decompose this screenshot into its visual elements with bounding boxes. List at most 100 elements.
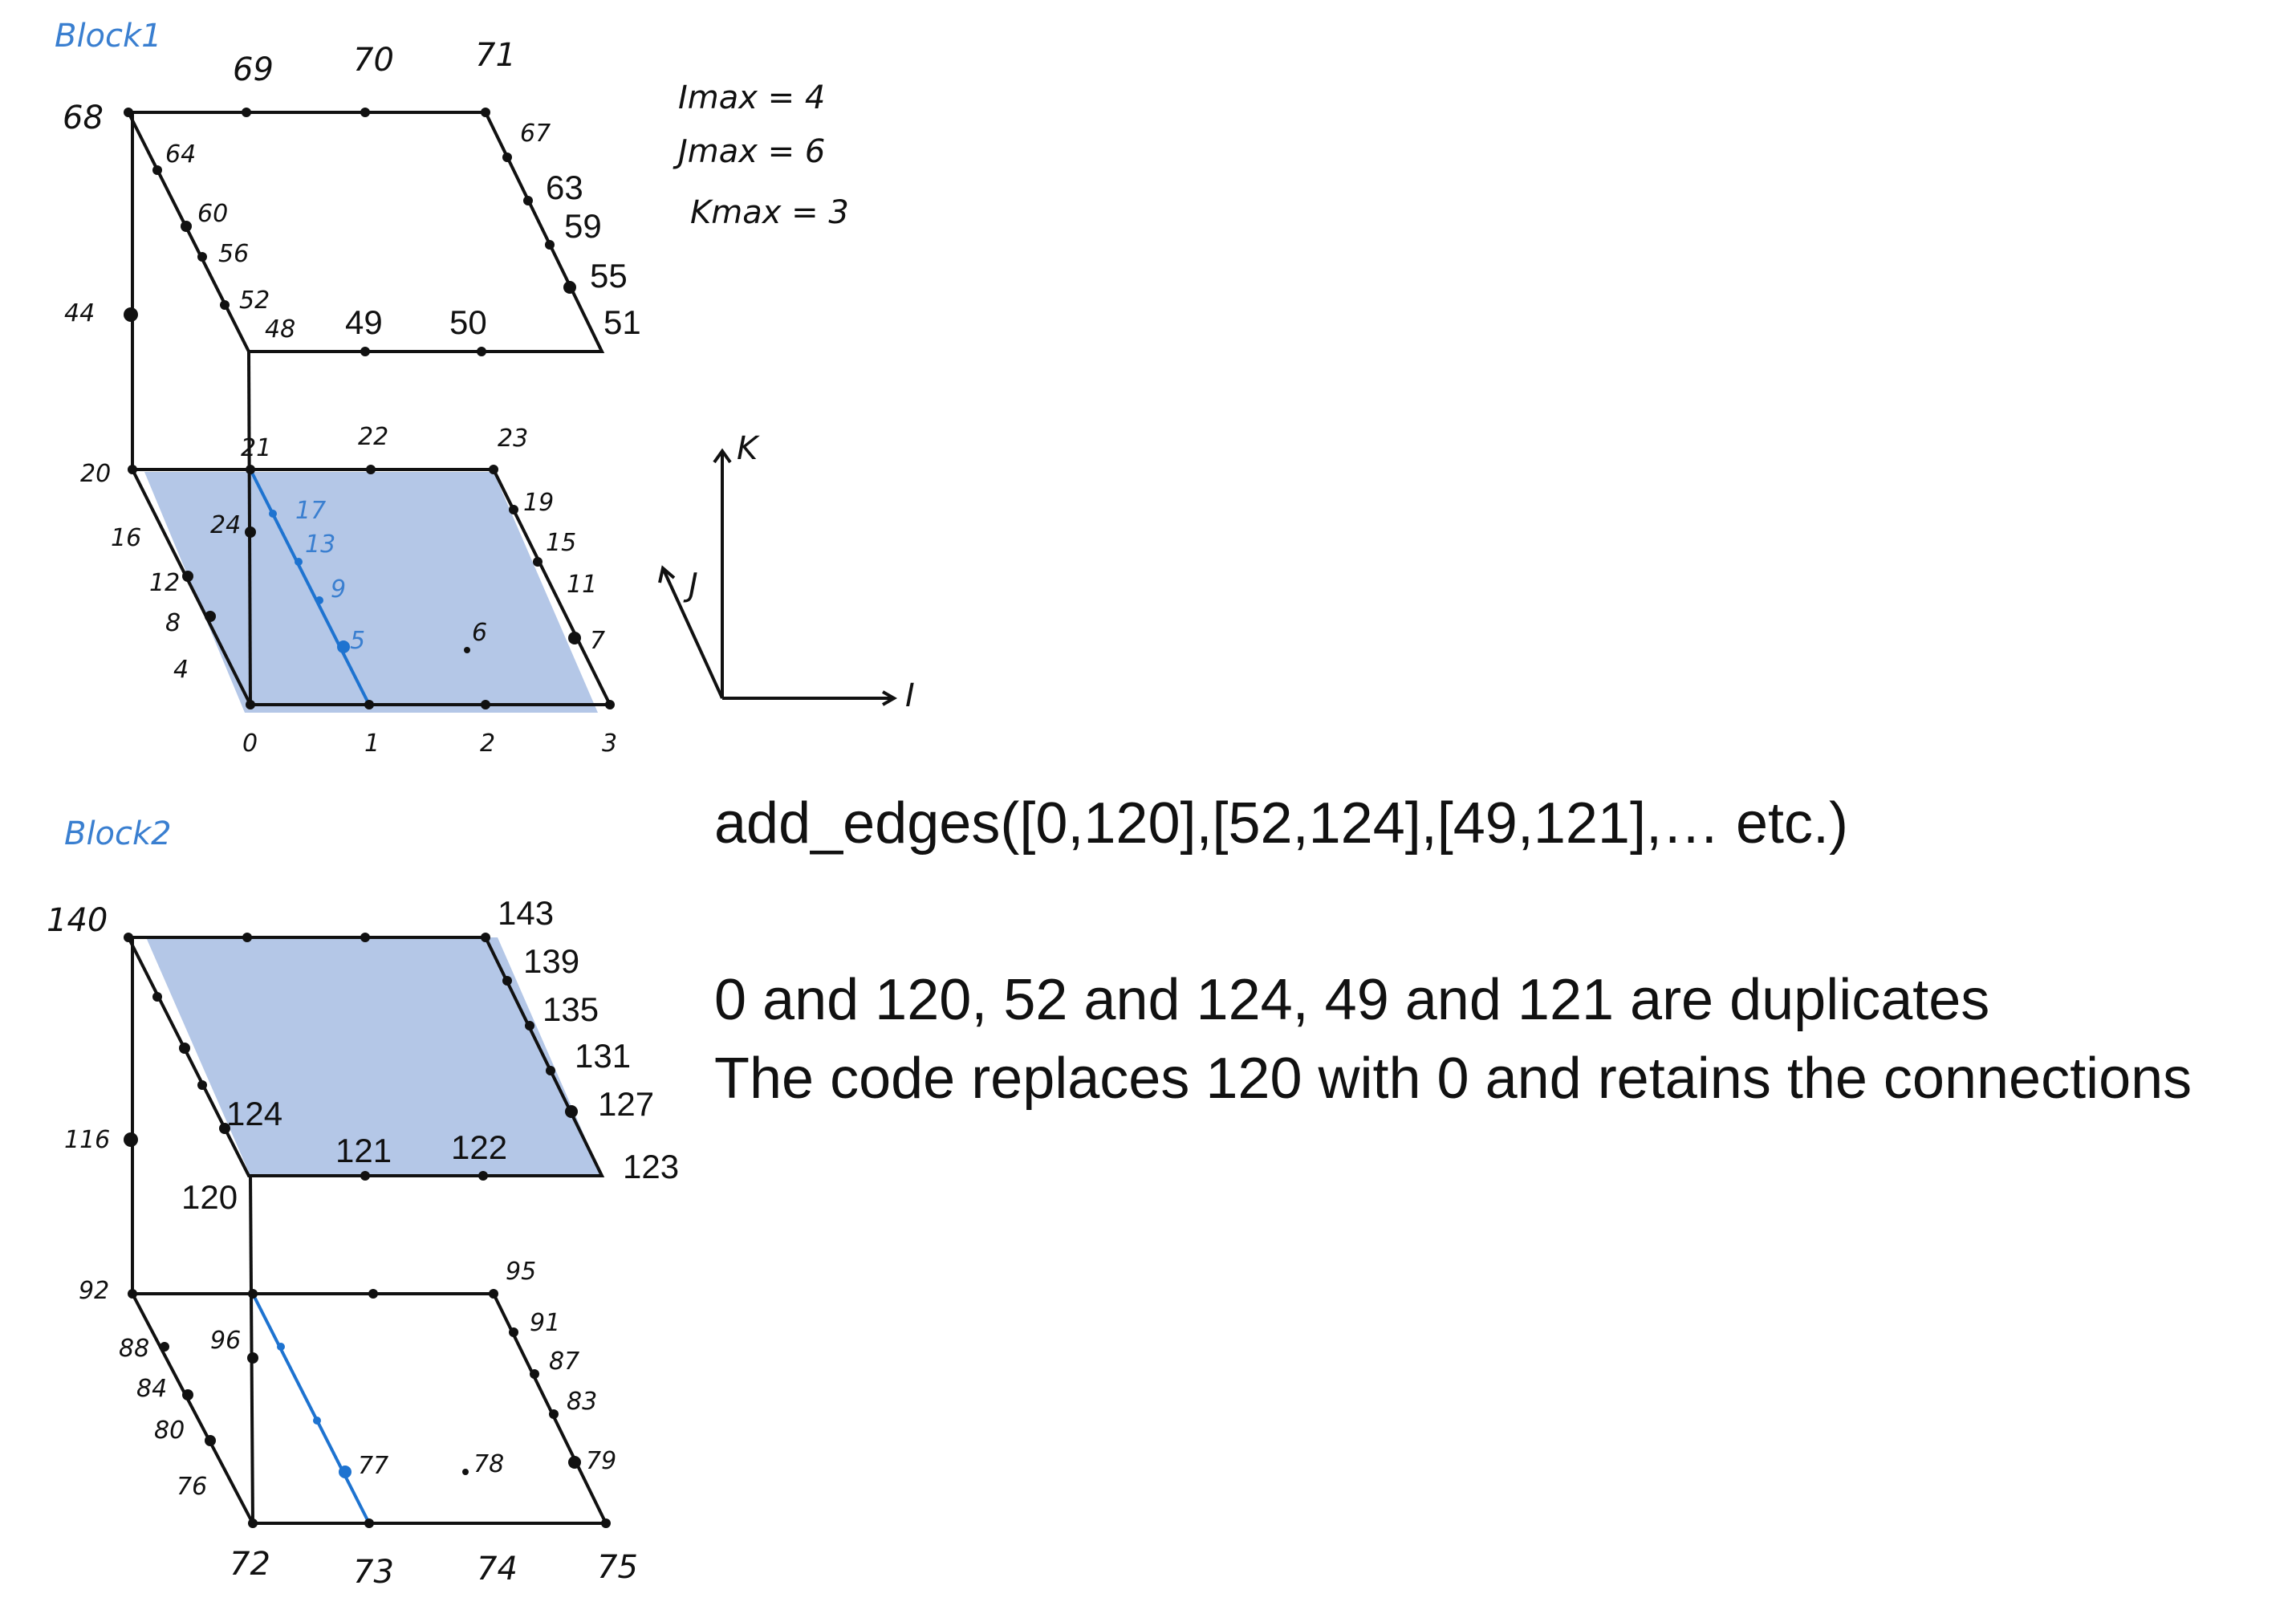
node-label: 131 (575, 1037, 631, 1075)
node (197, 252, 207, 262)
j-axis-line (661, 567, 724, 699)
node (360, 1171, 370, 1181)
node (197, 1080, 207, 1090)
k-axis-arrowhead (713, 448, 732, 464)
node (128, 1289, 137, 1299)
node-label: 0 (242, 730, 258, 758)
node (277, 1343, 285, 1351)
node-label: 44 (64, 299, 95, 327)
node (182, 1389, 193, 1400)
node-label: 78 (473, 1450, 504, 1478)
node-label: 88 (119, 1335, 149, 1363)
node-label: 24 (210, 511, 241, 539)
node (477, 347, 486, 356)
node (563, 281, 576, 294)
node (269, 510, 277, 518)
node (364, 700, 374, 709)
dimension-notes: Imax = 4 Jmax = 6 Kmax = 3 (673, 79, 849, 231)
node-label: 83 (567, 1388, 597, 1416)
node-label: 135 (543, 990, 599, 1028)
node (360, 933, 370, 942)
node (360, 108, 370, 117)
block2-vertical-front (249, 1175, 254, 1524)
node-label: 91 (530, 1309, 560, 1337)
node (242, 933, 252, 942)
node-label: 48 (265, 315, 295, 344)
node-label: 121 (335, 1132, 392, 1169)
node (546, 1066, 555, 1075)
node (502, 152, 512, 162)
block2-top-face-shade (146, 937, 602, 1176)
node-label: 122 (451, 1128, 507, 1166)
node (182, 571, 193, 582)
node-label: 84 (136, 1375, 167, 1403)
j-axis-label: J (683, 567, 698, 604)
node (601, 1518, 611, 1528)
node-label: 23 (498, 425, 528, 453)
node-label: 73 (353, 1554, 394, 1591)
node (509, 505, 518, 514)
node (295, 558, 303, 566)
node (339, 1465, 352, 1478)
node (462, 1469, 469, 1475)
node (205, 611, 216, 622)
node-label: 12 (149, 569, 180, 597)
node (605, 700, 615, 709)
node-label: 143 (498, 894, 554, 932)
node-label: 70 (353, 42, 394, 79)
node (160, 1342, 169, 1352)
node-label: 4 (173, 656, 189, 684)
add-edges-code: add_edges([0,120],[52,124],[49,121],… et… (714, 791, 1848, 856)
block2-nodes (124, 933, 611, 1528)
node-label: 96 (210, 1327, 241, 1355)
node (364, 1518, 374, 1528)
node-label: 16 (111, 524, 141, 552)
node-label: 72 (230, 1546, 270, 1583)
node (246, 465, 255, 474)
block2-title: Block2 (64, 815, 172, 852)
replace-note: The code replaces 120 with 0 and retains… (714, 1047, 2192, 1111)
node-label: 92 (79, 1277, 109, 1305)
node (502, 976, 512, 986)
node (124, 108, 133, 117)
node-label: 55 (590, 257, 628, 295)
node (128, 465, 137, 474)
node-label: 74 (477, 1551, 518, 1587)
i-axis-label: I (905, 677, 915, 714)
node-label: 7 (590, 627, 605, 655)
node-label: 60 (197, 200, 228, 228)
node-label: 17 (295, 497, 326, 525)
node (242, 108, 251, 117)
node (464, 647, 470, 653)
node-label: 56 (218, 240, 249, 268)
node (124, 307, 138, 322)
node-label: 120 (181, 1178, 238, 1216)
node (179, 1043, 190, 1054)
node (568, 1456, 581, 1469)
node-label: 69 (233, 51, 274, 88)
node (481, 933, 490, 942)
node-label: 79 (586, 1447, 616, 1475)
block1: Block1 (55, 18, 641, 758)
node (360, 347, 370, 356)
node (533, 557, 543, 567)
node-label: 75 (597, 1549, 638, 1586)
node (509, 1327, 518, 1337)
node-label: 77 (358, 1452, 388, 1480)
block1-title: Block1 (55, 18, 162, 55)
block1-bottom-face-shade (144, 472, 598, 713)
node (368, 1289, 378, 1299)
block2: Block2 (47, 815, 679, 1591)
node-label: 20 (80, 460, 111, 488)
node-label: 116 (64, 1126, 110, 1154)
node (489, 1289, 498, 1299)
node-label: 71 (475, 37, 516, 74)
j-axis-arrowhead (658, 565, 676, 583)
node (181, 221, 192, 232)
node-label: 8 (165, 609, 181, 637)
node (525, 1021, 534, 1031)
node-label: 123 (623, 1148, 679, 1185)
node (124, 1132, 138, 1147)
node (152, 992, 162, 1002)
node-label: 124 (226, 1095, 282, 1132)
